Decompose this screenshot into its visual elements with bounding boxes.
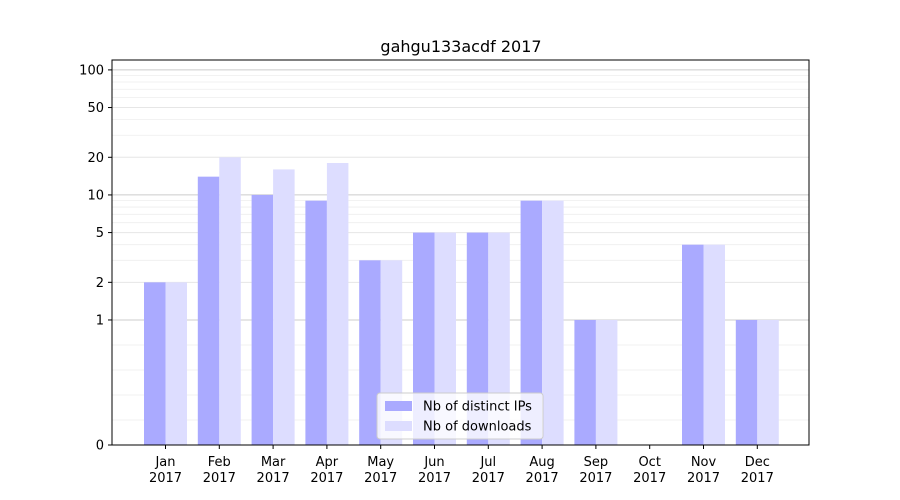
x-tick-label-year: 2017 — [203, 471, 236, 486]
x-tick-label-year: 2017 — [687, 471, 720, 486]
bar-downloads — [273, 169, 295, 445]
legend-box — [376, 392, 544, 440]
y-tick-label: 100 — [79, 63, 104, 78]
x-tick-label-month: Jun — [423, 455, 444, 470]
legend-swatch — [385, 401, 412, 411]
bar-ips — [574, 319, 596, 445]
legend-swatch — [385, 421, 412, 431]
bar-downloads — [434, 232, 456, 445]
chart-title: gahgu133acdf 2017 — [380, 37, 541, 56]
y-tick-label: 10 — [87, 188, 104, 203]
bars-layer — [144, 157, 779, 445]
legend-label: Nb of distinct IPs — [423, 400, 532, 415]
x-tick-label-year: 2017 — [633, 471, 666, 486]
bar-downloads — [219, 157, 241, 445]
bar-ips — [197, 176, 220, 445]
x-axis: Jan2017Feb2017Mar2017Apr2017May2017Jun20… — [149, 445, 774, 486]
bar-ips — [682, 244, 704, 445]
x-tick-label-month: Oct — [638, 455, 660, 470]
x-tick-label-year: 2017 — [472, 471, 505, 486]
bar-ips — [359, 260, 381, 445]
x-tick-label-year: 2017 — [418, 471, 451, 486]
bar-ips — [735, 319, 758, 445]
x-tick-label-month: Sep — [584, 455, 609, 470]
bar-ips — [466, 232, 489, 445]
y-tick-label: 1 — [96, 313, 104, 328]
bar-downloads — [757, 319, 779, 445]
x-tick-label-month: May — [367, 455, 394, 470]
bar-downloads — [488, 232, 510, 445]
x-tick-label-year: 2017 — [364, 471, 397, 486]
x-tick-label-month: Dec — [745, 455, 770, 470]
bar-ips — [305, 200, 327, 445]
bar-downloads — [165, 282, 187, 445]
x-tick-label-month: Mar — [261, 455, 286, 470]
bar-downloads — [703, 244, 725, 445]
x-tick-label-month: Aug — [529, 455, 554, 470]
x-tick-label-year: 2017 — [579, 471, 612, 486]
x-tick-label-month: Feb — [208, 455, 231, 470]
x-tick-label-month: Apr — [316, 455, 339, 470]
x-tick-label-month: Jul — [479, 455, 496, 470]
plot-frame — [111, 59, 810, 446]
x-tick-label-year: 2017 — [310, 471, 343, 486]
bar-ips — [520, 200, 543, 445]
x-tick-label-year: 2017 — [257, 471, 290, 486]
bar-ips — [251, 194, 274, 445]
y-tick-label: 0 — [96, 439, 104, 454]
y-axis: 0 1 2 5 10 20 50 100 — [79, 63, 112, 454]
x-tick-label-year: 2017 — [149, 471, 182, 486]
bar-downloads — [595, 319, 618, 445]
legend: Nb of distinct IPs Nb of downloads — [376, 392, 544, 440]
y-tick-label: 20 — [87, 151, 104, 166]
bar-downloads — [326, 163, 349, 445]
x-tick-label-year: 2017 — [526, 471, 559, 486]
x-tick-label-year: 2017 — [741, 471, 774, 486]
x-tick-label-month: Nov — [691, 455, 717, 470]
bar-downloads — [542, 200, 564, 445]
y-tick-label: 2 — [96, 276, 104, 291]
y-tick-label: 5 — [96, 226, 104, 241]
bar-ips — [144, 282, 166, 445]
y-tick-label: 50 — [87, 101, 104, 116]
bar-ips — [413, 232, 435, 445]
legend-label: Nb of downloads — [423, 420, 532, 435]
x-tick-label-month: Jan — [154, 455, 175, 470]
